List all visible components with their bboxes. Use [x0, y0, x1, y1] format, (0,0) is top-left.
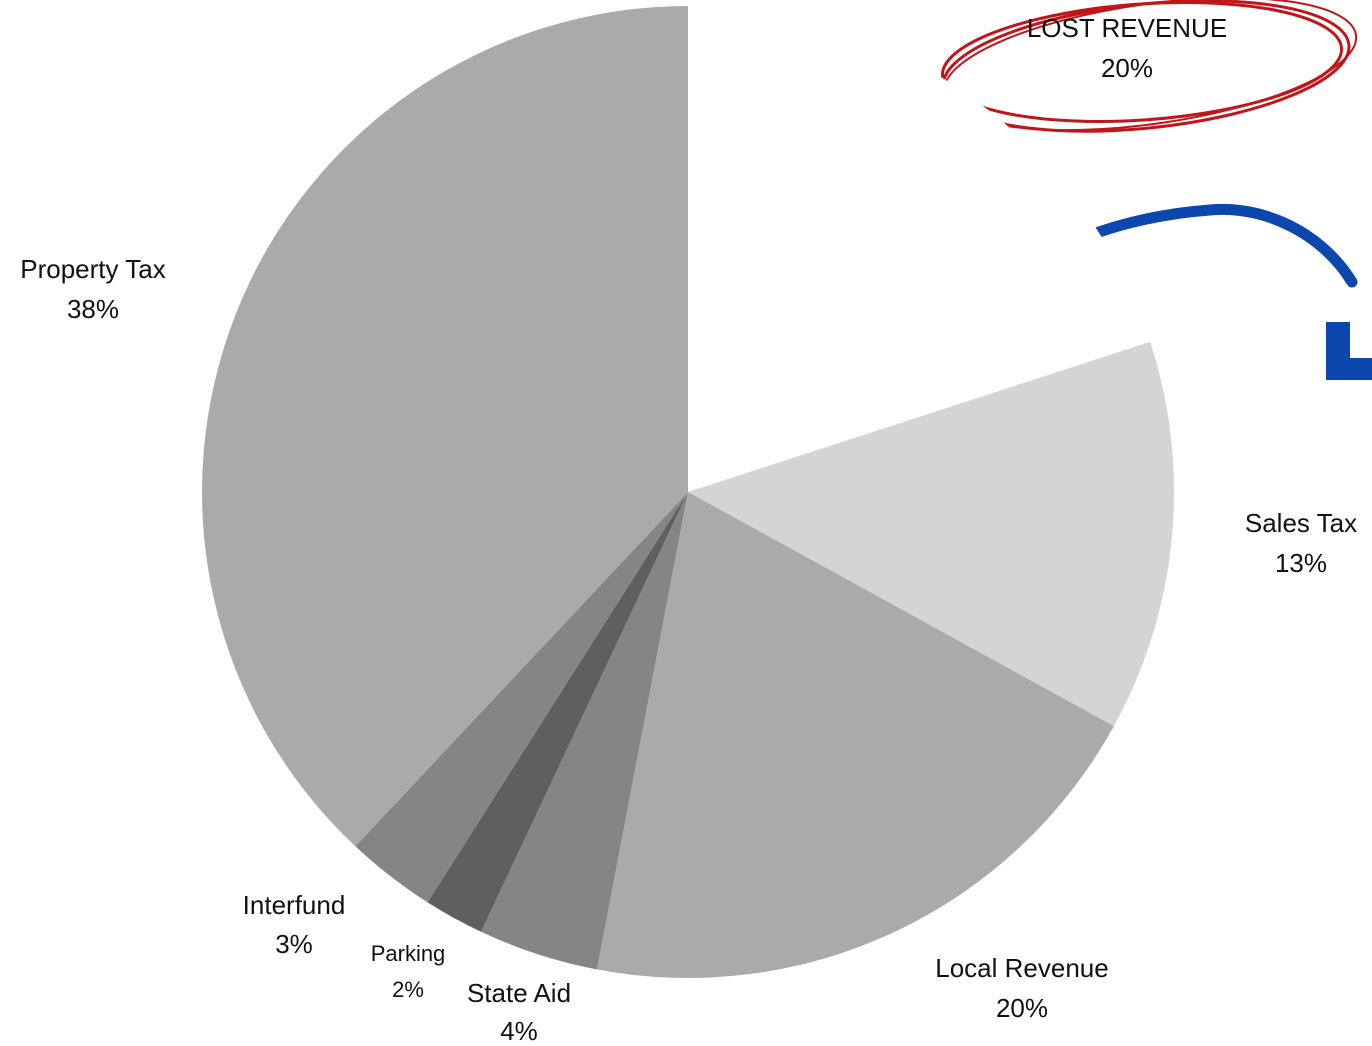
slice-name: Local Revenue [935, 953, 1108, 983]
pie [202, 6, 1174, 978]
pie-slice [481, 492, 688, 970]
slice-value-label: 2% [392, 977, 424, 1002]
cut-letter [1326, 322, 1372, 380]
pie-slice [688, 6, 1151, 492]
slice-name: Sales Tax [1245, 508, 1357, 538]
pie-slice [202, 6, 688, 847]
slice-value-label: 13% [1275, 548, 1327, 578]
red-circle-annotation [940, 0, 1358, 133]
pie-slice [688, 341, 1174, 727]
slice-value-label: 4% [500, 1016, 538, 1046]
pie-slice [427, 492, 688, 932]
slice-name: Interfund [243, 890, 346, 920]
slice-name: LOST REVENUE [1027, 13, 1227, 43]
slice-name: Parking [371, 941, 446, 966]
slice-value-label: 20% [996, 993, 1048, 1023]
slice-value-label: 20% [1101, 53, 1153, 83]
slice-value-label: 38% [67, 294, 119, 324]
pie-slice [596, 492, 1114, 978]
slice-value-label: 3% [275, 929, 313, 959]
pie-slice [355, 492, 688, 903]
slice-name: State Aid [467, 978, 571, 1008]
slice-name: Property Tax [20, 254, 165, 284]
